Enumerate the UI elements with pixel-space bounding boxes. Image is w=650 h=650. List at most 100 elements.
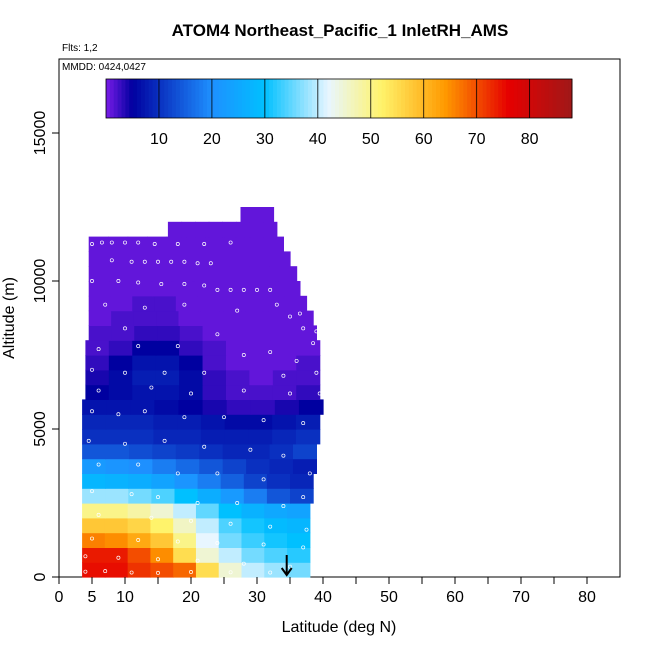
colorbar-segment — [327, 79, 332, 118]
heatmap-cell — [85, 369, 110, 386]
sample-point — [281, 373, 286, 378]
colorbar-segment — [137, 79, 142, 118]
heatmap-cell — [174, 488, 199, 504]
heatmap-cell — [218, 503, 243, 519]
heatmap-cell — [213, 266, 235, 282]
heatmap-cell — [200, 429, 226, 445]
heatmap-cell — [104, 547, 129, 563]
sample-point — [228, 240, 233, 245]
heatmap-cell — [224, 236, 246, 252]
heatmap-cell — [245, 310, 269, 326]
heatmap-cell — [234, 266, 256, 282]
heatmap-cell — [269, 251, 291, 267]
sample-point — [317, 391, 322, 396]
colorbar-segment — [389, 79, 394, 118]
heatmap-cell — [85, 355, 110, 371]
colorbar-segment — [257, 79, 262, 118]
heatmap-cell — [287, 503, 311, 519]
colorbar-segment — [494, 79, 499, 118]
sample-point — [215, 541, 220, 545]
heatmap-cell — [202, 325, 226, 341]
colorbar-segment — [439, 79, 445, 118]
sample-point — [261, 418, 266, 423]
sample-point — [301, 495, 306, 500]
heatmap-cell — [173, 532, 197, 548]
heatmap-cell — [241, 562, 265, 578]
sample-point — [314, 329, 319, 334]
heatmap-cell — [134, 325, 158, 341]
chart-title: ATOM4 Northeast_Pacific_1 InletRH_AMS — [172, 21, 509, 40]
colorbar-segment — [529, 79, 534, 118]
colorbar-segment — [284, 79, 290, 118]
colorbar-segment — [525, 79, 530, 118]
heatmap-cell — [264, 562, 288, 578]
sample-point — [90, 242, 94, 246]
sample-point — [202, 242, 207, 246]
heatmap-cell — [167, 221, 183, 238]
sample-point — [261, 477, 266, 482]
sample-point — [162, 438, 167, 443]
sample-point — [136, 280, 141, 285]
heatmap-cell — [202, 399, 228, 415]
x-tick-label: 80 — [578, 589, 596, 606]
heatmap-cell — [229, 251, 251, 267]
sample-point — [189, 570, 193, 574]
sample-point — [103, 569, 108, 574]
heatmap-cell — [82, 429, 107, 445]
heatmap-cell — [128, 443, 153, 460]
heatmap-cell — [241, 503, 265, 519]
heatmap-cell — [153, 429, 178, 445]
sample-point — [159, 282, 164, 286]
heatmap-cell — [108, 340, 133, 356]
colorbar-segment — [183, 79, 189, 118]
colorbar-segment — [206, 79, 212, 118]
x-tick-label: 20 — [182, 589, 200, 606]
colorbar-segment — [199, 79, 204, 118]
colorbar-segment — [265, 79, 270, 118]
heatmap-cell — [150, 503, 174, 519]
sample-point — [241, 353, 246, 357]
heatmap-cell — [241, 532, 265, 548]
sample-point — [301, 421, 306, 426]
heatmap-cell — [218, 547, 243, 563]
sample-point — [136, 538, 141, 542]
heatmap-cell — [195, 547, 220, 563]
colorbar-segment — [397, 79, 402, 118]
sample-point — [274, 302, 279, 307]
colorbar-segment — [373, 79, 379, 118]
colorbar-segment — [144, 79, 150, 118]
heatmap-cell — [150, 562, 174, 578]
heatmap-cell — [173, 547, 197, 563]
heatmap-cell — [108, 251, 130, 267]
heatmap-cell — [195, 517, 220, 534]
colorbar-segment — [222, 79, 227, 118]
heatmap-cell — [248, 414, 273, 430]
colorbar-segment — [160, 79, 165, 118]
x-axis-label: Latitude (deg N) — [282, 619, 397, 636]
plot-frame — [58, 58, 621, 578]
colorbar-segment — [428, 79, 433, 118]
colorbar-segment — [467, 79, 472, 118]
heatmap-cell — [147, 236, 168, 252]
heatmap-cell — [215, 281, 238, 297]
heatmap-cell — [269, 443, 294, 460]
sample-point — [90, 367, 94, 372]
heatmap-cell — [264, 532, 288, 548]
sample-point — [182, 302, 187, 307]
heatmap-cell — [270, 325, 295, 341]
sample-point — [156, 495, 160, 500]
heatmap-cell — [257, 281, 280, 297]
colorbar-segment — [412, 79, 418, 118]
colorbar-segment — [164, 79, 169, 118]
colorbar-segment — [424, 79, 429, 118]
sample-point — [241, 287, 246, 292]
heatmap-cell — [264, 547, 288, 563]
sample-point — [96, 347, 101, 352]
colorbar-tick-label: 60 — [415, 131, 433, 148]
colorbar-segment — [276, 79, 282, 118]
heatmap-cell — [109, 281, 132, 297]
colorbar-segment — [513, 79, 519, 118]
colorbar-segment — [350, 79, 356, 118]
heatmap-cell — [166, 236, 187, 252]
colorbar-segment — [253, 79, 258, 118]
